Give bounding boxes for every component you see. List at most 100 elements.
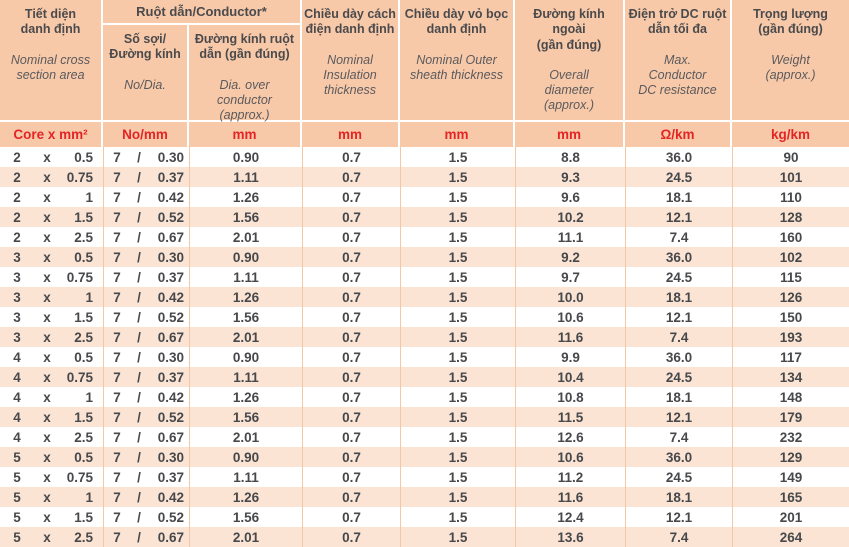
cell-sheath-thickness: 1.5 (400, 527, 515, 547)
table-row: 5 x 2.5 7 / 0.67 2.01 0.7 1.5 13.6 7.4 264 (0, 527, 849, 547)
cross-section-value: 0.5 (74, 249, 93, 265)
cell-cross-section: 2 x 2.5 (0, 227, 103, 247)
strand-count: 7 (113, 149, 121, 165)
cell-conductor-diameter: 1.56 (189, 307, 302, 327)
cell-strands: 7 / 0.30 (103, 347, 189, 367)
cross-section-value: 1.5 (74, 209, 93, 225)
strand-count: 7 (113, 289, 121, 305)
cross-section-value: 0.75 (66, 269, 93, 285)
strand-diameter: 0.37 (157, 369, 184, 385)
core-count: 3 (13, 329, 21, 345)
cell-weight: 126 (732, 287, 849, 307)
core-count: 2 (13, 169, 21, 185)
times-sign: x (43, 309, 51, 325)
times-sign: x (43, 369, 51, 385)
cell-conductor-diameter: 1.56 (189, 507, 302, 527)
unit-insulation-mm: mm (302, 122, 398, 147)
header-overall-vi: Đường kính ngoài (gần đúng) (533, 7, 605, 52)
slash-sign: / (137, 409, 141, 425)
cell-sheath-thickness: 1.5 (400, 307, 515, 327)
table-row: 5 x 0.5 7 / 0.30 0.90 0.7 1.5 10.6 36.0 129 (0, 447, 849, 467)
cell-insulation-thickness: 0.7 (302, 227, 400, 247)
table-row: 4 x 1.5 7/0.52 1.56 0.7 1.5 11.5 12.1 179 (0, 407, 849, 427)
cell-strands: 7 / 0.37 (103, 167, 189, 187)
strand-count: 7 (113, 329, 121, 345)
cell-conductor-diameter: 1.11 (189, 167, 302, 187)
unit-ohm-km: Ω/km (625, 122, 730, 147)
cell-dc-resistance: 7.4 (625, 427, 732, 447)
cell-cross-section: 4 x 1 (0, 387, 103, 407)
header-conductor-diameter-en: Dia. over conductor (approx.) (217, 77, 272, 123)
table-row: 2 x 1.5 7/0.52 1.56 0.7 1.5 10.2 12.1 128 (0, 207, 849, 227)
cell-sheath-thickness: 1.5 (400, 227, 515, 247)
unit-no-mm: No/mm (103, 122, 187, 147)
table-row: 3 x 1 7 / 0.42 1.26 0.7 1.5 10.0 18.1 126 (0, 287, 849, 307)
core-count: 3 (13, 289, 21, 305)
cell-strands: 7 / 0.37 (103, 267, 189, 287)
cross-section-value: 1.5 (74, 309, 93, 325)
cell-overall-diameter: 11.6 (515, 327, 625, 347)
cell-insulation-thickness: 0.7 (302, 267, 400, 287)
strand-diameter: 0.42 (157, 489, 184, 505)
core-count: 5 (13, 449, 21, 465)
cell-insulation-thickness: 0.7 (302, 347, 400, 367)
cell-overall-diameter: 10.6 (515, 447, 625, 467)
header-conductor-diameter: Đường kính ruột dẫn (gần đúng) Dia. over… (189, 25, 300, 122)
cell-dc-resistance: 18.1 (625, 487, 732, 507)
header-strands-vi: Số sợi/ Đường kính (109, 32, 181, 62)
cell-cross-section: 5 x 1 (0, 487, 103, 507)
cell-strands: 7 / 0.52 (103, 507, 189, 527)
header-overall-diameter: Đường kính ngoài (gần đúng) Overall diam… (515, 0, 623, 120)
strand-count: 7 (113, 309, 121, 325)
strand-diameter: 0.30 (157, 249, 184, 265)
strand-count: 7 (113, 169, 121, 185)
cross-section-value: 0.5 (74, 349, 93, 365)
table-header: Tiết diện danh định Nominal cross sectio… (0, 0, 849, 122)
cell-dc-resistance: 18.1 (625, 287, 732, 307)
times-sign: x (43, 349, 51, 365)
cell-weight: 90 (732, 147, 849, 167)
cell-weight: 148 (732, 387, 849, 407)
strand-diameter: 0.52 (157, 209, 184, 225)
cell-dc-resistance: 18.1 (625, 387, 732, 407)
cell-dc-resistance: 36.0 (625, 447, 732, 467)
cell-dc-resistance: 12.1 (625, 307, 732, 327)
slash-sign: / (137, 389, 141, 405)
cell-overall-diameter: 10.8 (515, 387, 625, 407)
header-strands-en: No/Dia. (124, 77, 166, 92)
cell-strands: 7 / 0.42 (103, 287, 189, 307)
times-sign: x (43, 489, 51, 505)
cell-overall-diameter: 9.6 (515, 187, 625, 207)
table-row: 3 x 0.5 7 / 0.30 0.90 0.7 1.5 9.2 36.0 102 (0, 247, 849, 267)
cell-overall-diameter: 10.6 (515, 307, 625, 327)
cell-weight: 149 (732, 467, 849, 487)
cell-strands: 7 / 0.67 (103, 527, 189, 547)
core-count: 4 (13, 349, 21, 365)
cell-insulation-thickness: 0.7 (302, 507, 400, 527)
cell-cross-section: 4 x 2.5 (0, 427, 103, 447)
cell-strands: 7 / 0.30 (103, 247, 189, 267)
header-weight-vi: Trọng lượng (gần đúng) (753, 7, 828, 37)
cell-weight: 115 (732, 267, 849, 287)
cell-sheath-thickness: 1.5 (400, 207, 515, 227)
cell-strands: 7 / 0.30 (103, 147, 189, 167)
unit-conductor-dia-mm: mm (189, 122, 300, 147)
table-row: 5 x 0.75 7 / 0.37 1.11 0.7 1.5 11.2 24.5 149 (0, 467, 849, 487)
header-resistance-vi: Điện trở DC ruột dẫn tối đa (628, 7, 727, 37)
core-count: 5 (13, 469, 21, 485)
cell-insulation-thickness: 0.7 (302, 427, 400, 447)
cell-insulation-thickness: 0.7 (302, 527, 400, 547)
cell-overall-diameter: 10.0 (515, 287, 625, 307)
core-count: 2 (13, 149, 21, 165)
cell-sheath-thickness: 1.5 (400, 407, 515, 427)
cell-conductor-diameter: 1.11 (189, 267, 302, 287)
cell-conductor-diameter: 0.90 (189, 247, 302, 267)
header-conductor-group-label: Ruột dẫn/Conductor* (136, 4, 267, 19)
strand-diameter: 0.30 (157, 449, 184, 465)
cell-weight: 110 (732, 187, 849, 207)
units-row: Core x mm² No/mm mm mm mm mm Ω/km kg/km (0, 122, 849, 147)
strand-count: 7 (113, 189, 121, 205)
core-count: 3 (13, 249, 21, 265)
cell-dc-resistance: 24.5 (625, 367, 732, 387)
cross-section-value: 2.5 (74, 529, 93, 545)
